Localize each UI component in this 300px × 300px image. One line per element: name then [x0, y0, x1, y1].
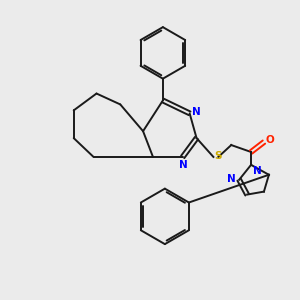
- Text: S: S: [214, 151, 222, 161]
- Text: N: N: [192, 107, 200, 117]
- Text: N: N: [253, 166, 262, 176]
- Text: O: O: [266, 135, 275, 145]
- Text: N: N: [227, 174, 236, 184]
- Text: N: N: [179, 160, 188, 170]
